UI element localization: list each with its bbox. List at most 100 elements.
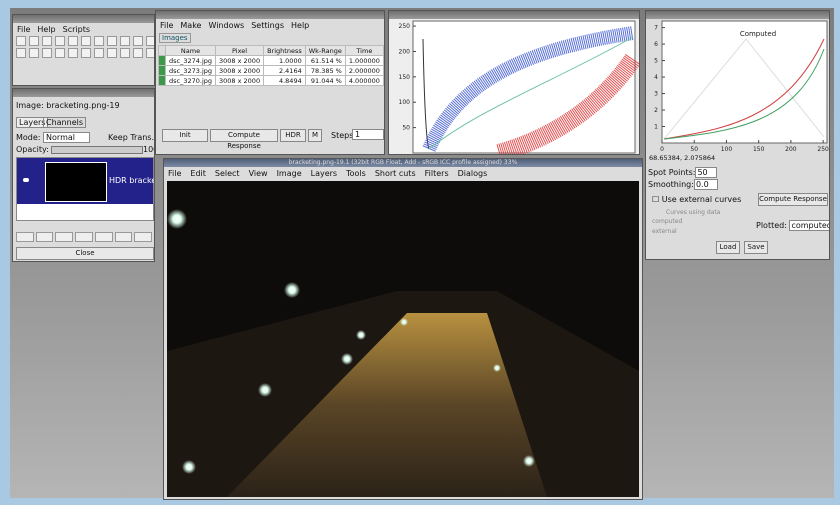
- weight-curve: [663, 38, 825, 140]
- button[interactable]: HDR: [280, 129, 306, 142]
- layer-button[interactable]: [55, 232, 74, 242]
- tool-button[interactable]: [68, 36, 78, 46]
- tool-button[interactable]: [16, 36, 26, 46]
- menu-item[interactable]: Edit: [190, 169, 206, 178]
- tool-button[interactable]: [94, 36, 104, 46]
- layers-window: Image: bracketing.png-19 Layers Channels…: [12, 88, 155, 262]
- menu-item[interactable]: File: [168, 169, 182, 178]
- row-checkbox[interactable]: [158, 55, 166, 66]
- y-tick-label: 5: [654, 58, 658, 65]
- y-tick-label: 4: [654, 74, 658, 81]
- table-cell: dsc_3273.jpg: [164, 65, 217, 76]
- tool-button[interactable]: [81, 48, 91, 58]
- x-tick-label: 200: [785, 146, 797, 153]
- table-cell: dsc_3274.jpg: [164, 55, 217, 66]
- layer-button[interactable]: [75, 232, 93, 242]
- y-tick-label: 50: [402, 125, 410, 132]
- layer-button[interactable]: [16, 232, 34, 242]
- tool-button[interactable]: [133, 36, 143, 46]
- menu-item[interactable]: Tools: [346, 169, 366, 178]
- response-plot: 50 100 150 200 250: [399, 20, 639, 154]
- tab[interactable]: Layers: [16, 117, 49, 128]
- tool-button[interactable]: [42, 36, 52, 46]
- menu-item[interactable]: Image: [276, 169, 302, 178]
- menu-item[interactable]: Windows: [208, 21, 245, 30]
- opacity-label: Opacity:: [16, 145, 49, 154]
- menu-item[interactable]: View: [248, 169, 268, 178]
- stairs: [227, 313, 547, 497]
- header-cell: Brightness: [263, 45, 306, 56]
- button[interactable]: Init: [162, 129, 208, 142]
- load-button[interactable]: Load: [716, 241, 740, 254]
- tool-button[interactable]: [55, 36, 65, 46]
- title-bar: [156, 11, 384, 19]
- y-tick-label: 200: [399, 48, 411, 55]
- tool-button[interactable]: [133, 48, 143, 58]
- menu-item[interactable]: Scripts: [62, 25, 91, 34]
- opacity-slider[interactable]: [51, 146, 143, 154]
- save-button[interactable]: Save: [744, 241, 768, 254]
- tool-button[interactable]: [120, 36, 130, 46]
- table-cell: 78.385 %: [304, 65, 346, 76]
- lights: [167, 209, 535, 474]
- row-checkbox[interactable]: [158, 65, 166, 76]
- tool-button[interactable]: [42, 48, 52, 58]
- layer-button[interactable]: [94, 232, 113, 242]
- header-cell: [158, 45, 166, 56]
- tool-button[interactable]: [55, 48, 65, 58]
- tab[interactable]: Images: [159, 33, 191, 43]
- tool-button[interactable]: [29, 48, 39, 58]
- layer-name[interactable]: HDR bracke...: [109, 176, 154, 185]
- row-checkbox[interactable]: [158, 75, 166, 86]
- tool-button[interactable]: [146, 48, 154, 58]
- close-button[interactable]: Close: [16, 247, 154, 260]
- menu-item[interactable]: File: [160, 21, 174, 30]
- use-external[interactable]: ☐ Use external curves: [652, 195, 742, 204]
- button[interactable]: M: [308, 129, 322, 142]
- menu-item[interactable]: Select: [214, 169, 240, 178]
- keep-trans[interactable]: Keep Trans.: [108, 133, 154, 142]
- table-row: dsc_3273.jpg 3008 x 2000 2.4164 78.385 % 2.0…: [158, 65, 384, 76]
- green-curve: [428, 36, 634, 150]
- menu-item[interactable]: File: [17, 25, 31, 34]
- tool-button[interactable]: [146, 36, 154, 46]
- layer-button[interactable]: [114, 232, 133, 242]
- spot-input[interactable]: 50: [695, 167, 717, 178]
- red-curve: [496, 53, 639, 154]
- mode-select[interactable]: Normal: [43, 132, 90, 143]
- menu-bar: File Make Windows Settings Help: [156, 19, 384, 32]
- layer-button[interactable]: [35, 232, 54, 242]
- menu-item[interactable]: Filters: [424, 169, 449, 178]
- image-select[interactable]: bracketing.png-19: [46, 101, 120, 110]
- menu-bar: File Help Scripts: [13, 23, 154, 36]
- menu-item[interactable]: Make: [180, 21, 202, 30]
- tool-button[interactable]: [107, 36, 117, 46]
- tool-button[interactable]: [68, 48, 78, 58]
- menu-item[interactable]: Settings: [251, 21, 284, 30]
- red-curve: [663, 38, 825, 140]
- tool-button[interactable]: [16, 48, 26, 58]
- plotted-select[interactable]: computed: [789, 220, 829, 231]
- menu-item[interactable]: Help: [37, 25, 56, 34]
- menu-item[interactable]: Help: [291, 21, 310, 30]
- title-bar: bracketing.png-19.1 (32bit RGB Float, Ad…: [164, 159, 642, 167]
- layer-button[interactable]: [134, 232, 153, 242]
- layer-thumbnail: [45, 162, 107, 202]
- smoothing-input[interactable]: 0.0: [693, 179, 718, 190]
- tool-button[interactable]: [81, 36, 91, 46]
- tool-button[interactable]: [107, 48, 117, 58]
- menu-item[interactable]: Short cuts: [374, 169, 416, 178]
- steps-select[interactable]: 1: [352, 129, 384, 140]
- y-tick-label: 150: [399, 74, 411, 81]
- tool-button[interactable]: [120, 48, 130, 58]
- tool-button[interactable]: [94, 48, 104, 58]
- button[interactable]: Compute Response: [210, 129, 278, 150]
- menu-item[interactable]: Dialogs: [457, 169, 488, 178]
- table-cell: 4.000000: [344, 75, 384, 86]
- eye-icon[interactable]: [23, 178, 29, 182]
- tab[interactable]: Channels: [43, 117, 87, 128]
- menu-item[interactable]: Layers: [310, 169, 338, 178]
- compute-button[interactable]: Compute Response: [758, 193, 828, 206]
- table-cell: 2.000000: [344, 65, 384, 76]
- tool-button[interactable]: [29, 36, 39, 46]
